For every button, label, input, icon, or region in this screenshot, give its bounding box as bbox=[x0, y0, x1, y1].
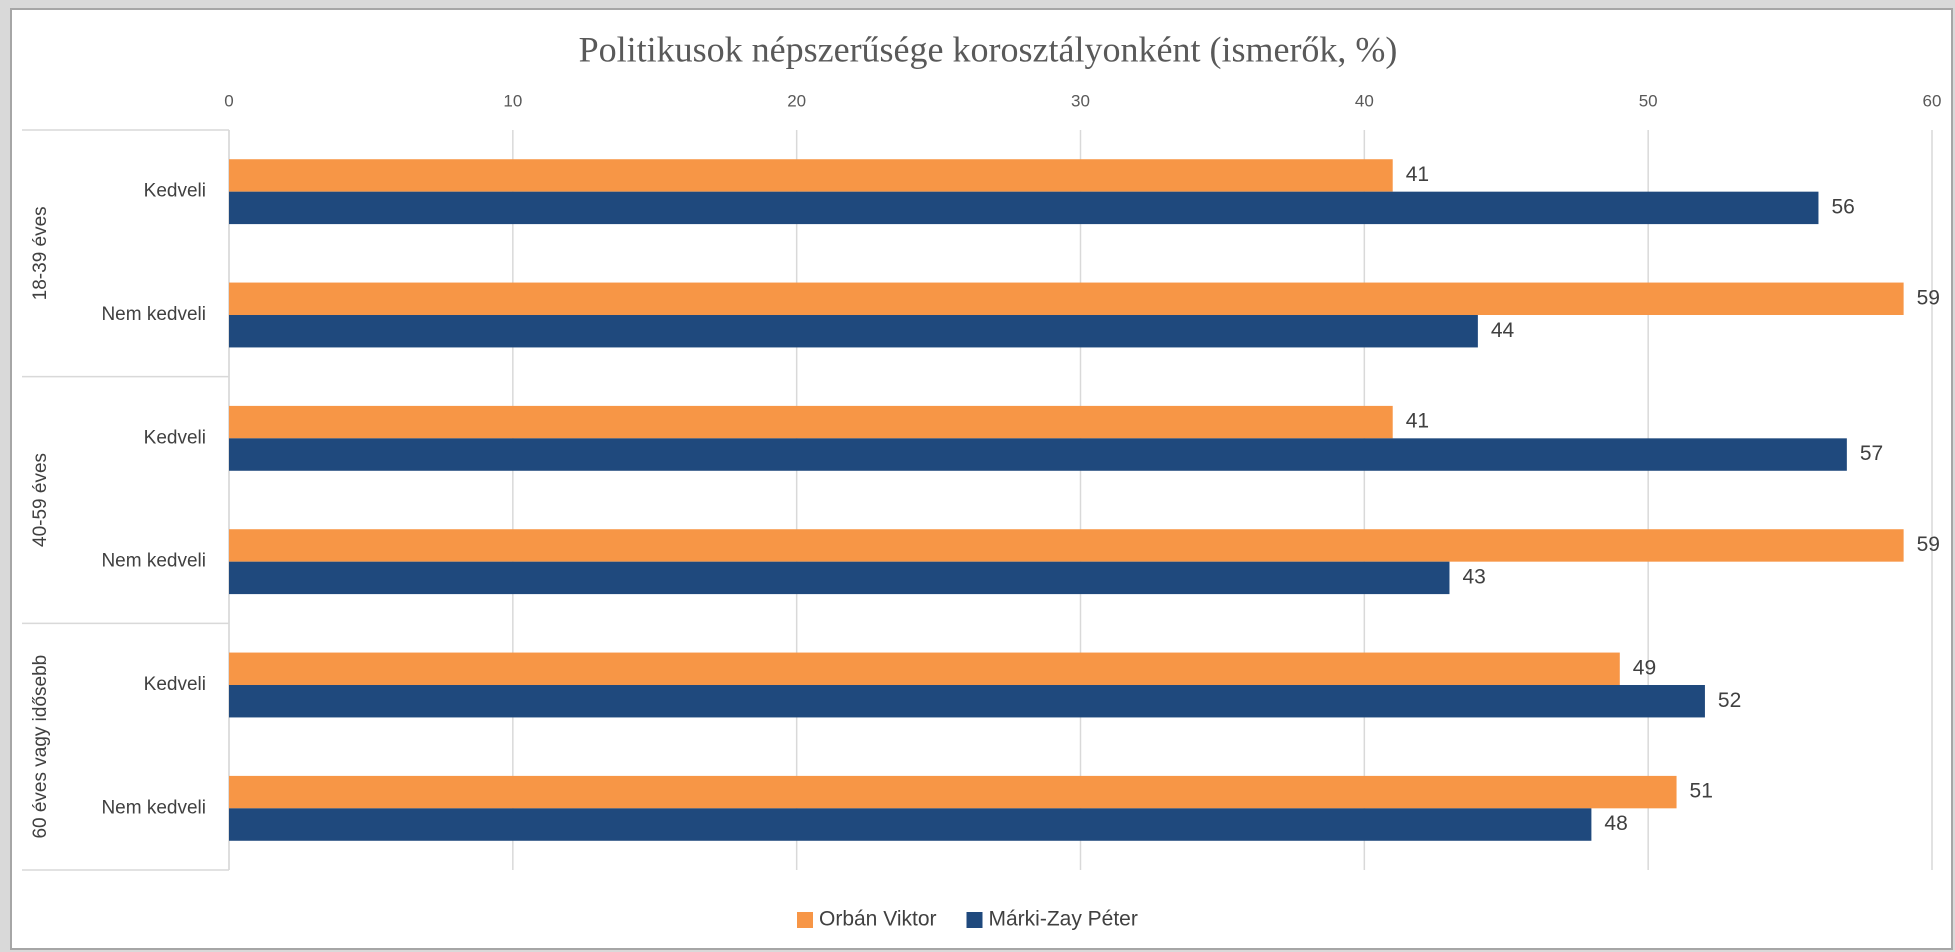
bar bbox=[229, 282, 1904, 315]
x-tick-label: 60 bbox=[1923, 91, 1942, 110]
data-label: 51 bbox=[1690, 780, 1713, 803]
x-tick-label: 40 bbox=[1355, 91, 1374, 110]
bar bbox=[229, 191, 1819, 225]
group-label: 40-59 éves bbox=[30, 453, 51, 547]
legend-swatch bbox=[966, 912, 983, 928]
data-label: 44 bbox=[1491, 319, 1515, 342]
bar bbox=[229, 405, 1393, 439]
legend-swatch bbox=[797, 912, 813, 928]
data-label: 59 bbox=[1917, 286, 1940, 309]
bar bbox=[229, 561, 1450, 595]
data-label: 49 bbox=[1633, 656, 1656, 679]
bar bbox=[229, 159, 1393, 192]
y-tick-label: Nem kedveli bbox=[101, 797, 206, 818]
group-label: 60 éves vagy idősebb bbox=[30, 655, 51, 839]
x-tick-label: 30 bbox=[1071, 91, 1090, 110]
data-label: 48 bbox=[1604, 812, 1627, 835]
x-tick-label: 10 bbox=[503, 91, 522, 110]
chart-title: Politikusok népszerűsége korosztályonkén… bbox=[579, 29, 1398, 69]
legend-label: Márki-Zay Péter bbox=[989, 908, 1138, 931]
bar bbox=[229, 529, 1904, 562]
x-tick-label: 20 bbox=[787, 91, 806, 110]
legend-label: Orbán Viktor bbox=[819, 908, 937, 931]
data-label: 56 bbox=[1831, 195, 1854, 218]
bar bbox=[229, 652, 1620, 685]
bar bbox=[229, 438, 1847, 471]
x-tick-label: 0 bbox=[224, 91, 233, 110]
y-tick-label: Kedveli bbox=[144, 427, 206, 448]
x-tick-label: 50 bbox=[1639, 91, 1658, 110]
data-label: 59 bbox=[1917, 533, 1940, 556]
bar bbox=[229, 808, 1592, 841]
data-label: 52 bbox=[1718, 689, 1741, 712]
y-tick-label: Kedveli bbox=[144, 674, 206, 695]
group-label: 18-39 éves bbox=[30, 206, 51, 300]
y-tick-label: Nem kedveli bbox=[101, 551, 206, 572]
data-label: 41 bbox=[1406, 163, 1429, 186]
y-tick-label: Nem kedveli bbox=[101, 304, 206, 325]
data-label: 41 bbox=[1406, 410, 1429, 433]
bar bbox=[229, 315, 1478, 348]
y-tick-label: Kedveli bbox=[144, 181, 206, 202]
bar bbox=[229, 775, 1677, 809]
bar bbox=[229, 685, 1705, 718]
data-label: 57 bbox=[1860, 442, 1883, 465]
data-label: 43 bbox=[1462, 565, 1485, 588]
